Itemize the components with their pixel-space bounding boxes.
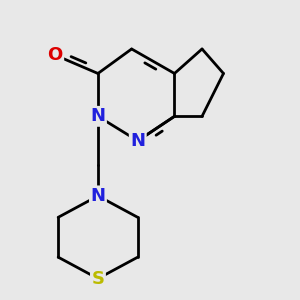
Text: N: N <box>130 132 145 150</box>
Text: N: N <box>91 107 106 125</box>
Text: O: O <box>47 46 63 64</box>
Text: S: S <box>92 270 104 288</box>
Text: N: N <box>91 187 106 205</box>
